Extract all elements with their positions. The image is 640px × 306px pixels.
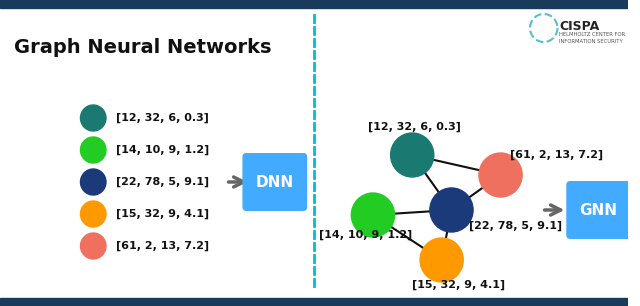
Text: GNN: GNN — [580, 203, 618, 218]
Bar — [0, 298, 628, 306]
Circle shape — [351, 193, 394, 237]
Circle shape — [430, 188, 473, 232]
Text: [61, 2, 13, 7.2]: [61, 2, 13, 7.2] — [510, 150, 604, 160]
Text: HELMHOLTZ CENTER FOR
INFORMATION SECURITY: HELMHOLTZ CENTER FOR INFORMATION SECURIT… — [559, 32, 625, 43]
Circle shape — [81, 105, 106, 131]
Text: DNN: DNN — [256, 174, 294, 189]
Text: [22, 78, 5, 9.1]: [22, 78, 5, 9.1] — [469, 221, 563, 231]
FancyBboxPatch shape — [243, 153, 307, 211]
Circle shape — [81, 233, 106, 259]
Circle shape — [81, 201, 106, 227]
Text: CISPA: CISPA — [559, 20, 600, 33]
Text: [22, 78, 5, 9.1]: [22, 78, 5, 9.1] — [116, 177, 209, 187]
Text: [12, 32, 6, 0.3]: [12, 32, 6, 0.3] — [116, 113, 209, 123]
Circle shape — [420, 238, 463, 282]
Text: [14, 10, 9, 1.2]: [14, 10, 9, 1.2] — [319, 230, 412, 240]
Text: Graph Neural Networks: Graph Neural Networks — [13, 38, 271, 57]
Circle shape — [81, 137, 106, 163]
Text: [61, 2, 13, 7.2]: [61, 2, 13, 7.2] — [116, 241, 209, 251]
Circle shape — [81, 169, 106, 195]
Circle shape — [479, 153, 522, 197]
Circle shape — [390, 133, 434, 177]
FancyBboxPatch shape — [566, 181, 631, 239]
Text: [15, 32, 9, 4.1]: [15, 32, 9, 4.1] — [116, 209, 209, 219]
Bar — [0, 0, 628, 8]
Text: [12, 32, 6, 0.3]: [12, 32, 6, 0.3] — [368, 122, 461, 132]
Text: [15, 32, 9, 4.1]: [15, 32, 9, 4.1] — [412, 280, 506, 290]
Text: [14, 10, 9, 1.2]: [14, 10, 9, 1.2] — [116, 145, 209, 155]
